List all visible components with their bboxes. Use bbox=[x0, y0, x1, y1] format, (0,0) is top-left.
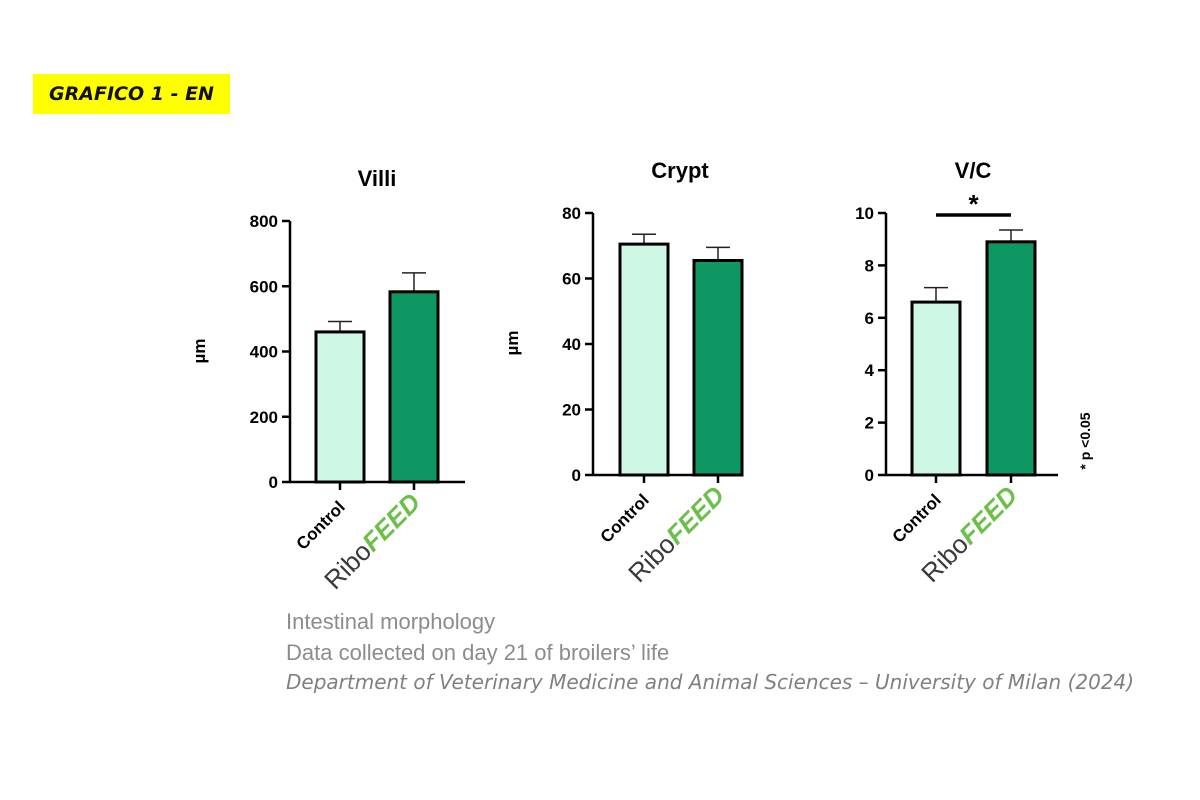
significance-mark: * bbox=[968, 189, 979, 219]
bar-ribofeed bbox=[692, 258, 744, 477]
significance-note: * p <0.05 bbox=[1077, 412, 1093, 469]
y-tick-label: 0 bbox=[865, 466, 874, 485]
bar-ribofeed bbox=[388, 290, 440, 484]
bar-control bbox=[618, 242, 670, 477]
chart-tag: GRAFICO 1 - EN bbox=[33, 74, 230, 114]
y-tick-label: 0 bbox=[572, 466, 581, 485]
y-tick-label: 4 bbox=[865, 361, 875, 380]
chart-title: Crypt bbox=[651, 158, 709, 183]
caption-source: Department of Veterinary Medicine and An… bbox=[286, 670, 1135, 694]
y-tick-label: 200 bbox=[250, 408, 278, 427]
y-tick-label: 8 bbox=[865, 256, 874, 275]
y-tick-label: 6 bbox=[865, 309, 874, 328]
caption-title: Intestinal morphology bbox=[286, 609, 496, 634]
bar-control bbox=[910, 300, 962, 477]
bar-control bbox=[314, 330, 366, 484]
chart-tag-label: GRAFICO 1 - EN bbox=[49, 83, 214, 105]
y-tick-label: 20 bbox=[562, 401, 581, 420]
y-tick-label: 800 bbox=[250, 212, 278, 231]
y-tick-label: 40 bbox=[562, 335, 581, 354]
x-tick-label-control: Control bbox=[889, 490, 945, 546]
y-tick-label: 60 bbox=[562, 270, 581, 289]
y-tick-label: 10 bbox=[855, 204, 874, 223]
y-tick-label: 600 bbox=[250, 277, 278, 296]
brand-feed: FEED bbox=[660, 480, 730, 550]
brand-feed: FEED bbox=[356, 487, 426, 557]
chart-title: Villi bbox=[358, 166, 397, 191]
chart-title: V/C bbox=[955, 158, 992, 183]
brand-feed: FEED bbox=[953, 480, 1023, 550]
caption-subtitle: Data collected on day 21 of broilers’ li… bbox=[286, 640, 670, 665]
y-tick-label: 2 bbox=[865, 414, 874, 433]
y-tick-label: 400 bbox=[250, 343, 278, 362]
x-tick-label-control: Control bbox=[293, 497, 349, 553]
bar-ribofeed bbox=[985, 240, 1037, 477]
y-axis-label: µm bbox=[503, 331, 522, 356]
x-tick-label-control: Control bbox=[597, 490, 653, 546]
y-tick-label: 80 bbox=[562, 204, 581, 223]
y-tick-label: 0 bbox=[269, 473, 278, 492]
y-axis-label: µm bbox=[190, 339, 209, 364]
